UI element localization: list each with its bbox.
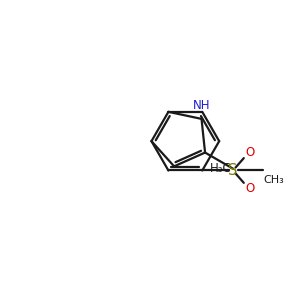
Text: O: O [246, 182, 255, 195]
Text: H₃C: H₃C [210, 162, 232, 175]
Text: NH: NH [193, 99, 210, 112]
Text: S: S [229, 163, 238, 178]
Text: CH₃: CH₃ [263, 175, 284, 185]
Text: O: O [246, 146, 255, 159]
